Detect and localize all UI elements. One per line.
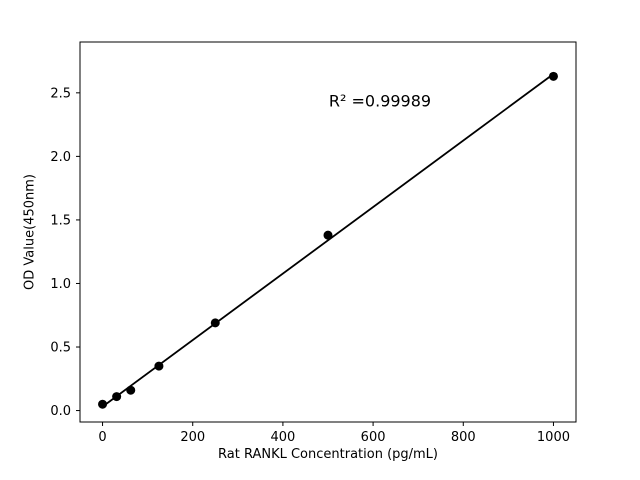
x-tick-label: 1000	[537, 430, 570, 445]
y-tick-label: 2.0	[50, 150, 71, 165]
y-tick-label: 2.5	[50, 86, 71, 101]
data-point	[154, 361, 164, 371]
x-tick-label: 400	[270, 430, 295, 445]
x-tick-label: 600	[361, 430, 386, 445]
y-axis-label: OD Value(450nm)	[22, 174, 38, 290]
plot-border	[79, 41, 577, 423]
data-point	[112, 392, 122, 402]
data-point	[126, 385, 136, 395]
x-axis-label: Rat RANKL Concentration (pg/mL)	[218, 447, 438, 462]
data-point	[98, 399, 108, 409]
x-tick-label: 0	[98, 430, 106, 445]
fit-line	[102, 73, 554, 408]
data-point	[548, 71, 558, 81]
x-tick-label: 800	[451, 430, 476, 445]
r-squared-annotation: R² =0.99989	[328, 91, 432, 111]
data-point	[210, 318, 220, 328]
y-tick-label: 1.0	[50, 277, 71, 292]
y-tick-label: 1.5	[50, 213, 71, 228]
x-tick-label: 200	[180, 430, 205, 445]
y-tick-label: 0.5	[50, 341, 71, 356]
data-point	[323, 230, 333, 240]
y-tick-label: 0.0	[50, 404, 71, 419]
